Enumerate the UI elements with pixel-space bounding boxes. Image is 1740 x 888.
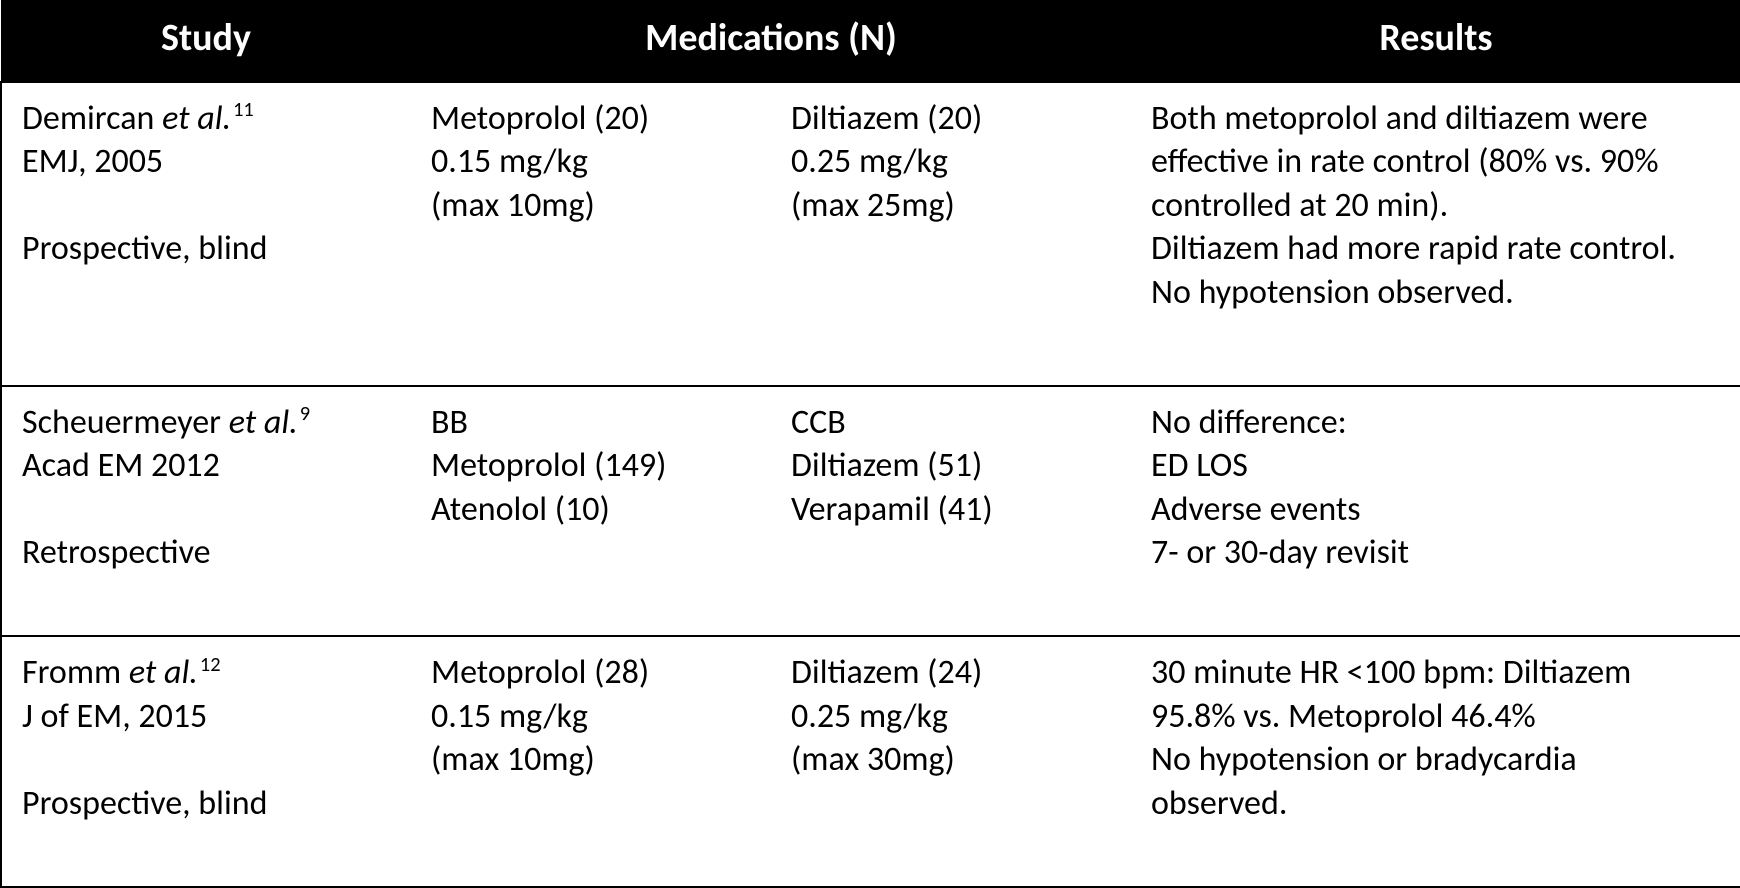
result-line: 30 minute HR <100 bpm: Diltiazem 95.8% v… [1151,651,1720,738]
cell-med-a: Metoprolol (20) 0.15 mg/kg (max 10mg) [411,82,771,386]
cell-med-a: BB Metoprolol (149) Atenolol (10) [411,386,771,637]
med-line: Atenolol (10) [431,488,751,532]
study-author: Fromm et al.12 [22,651,391,695]
med-line: 0.15 mg/kg [431,140,751,184]
author-etal: et al. [162,98,231,139]
studies-table: Study Medications (N) Results Demircan e… [0,0,1740,888]
study-journal: Acad EM 2012 [22,444,391,488]
page-root: Study Medications (N) Results Demircan e… [0,0,1740,888]
med-line: BB [431,401,751,445]
cell-results: 30 minute HR <100 bpm: Diltiazem 95.8% v… [1131,636,1740,887]
study-author: Scheuermeyer et al.9 [22,401,391,445]
med-line: Diltiazem (51) [791,444,1111,488]
med-line: Diltiazem (20) [791,97,1111,141]
med-line: (max 10mg) [431,184,751,228]
col-medications: Medications (N) [411,0,1131,82]
cell-med-a: Metoprolol (28) 0.15 mg/kg (max 10mg) [411,636,771,887]
med-line: CCB [791,401,1111,445]
study-design: Retrospective [22,531,391,575]
med-line: 0.25 mg/kg [791,695,1111,739]
spacer [22,184,391,228]
col-results: Results [1131,0,1740,82]
result-line: Adverse events [1151,488,1720,532]
spacer [22,738,391,782]
author-prefix: Scheuermeyer [22,402,229,443]
spacer [22,488,391,532]
author-etal: et al. [129,652,198,693]
result-line: No hypotension or bradycardia observed. [1151,738,1720,825]
med-line: Diltiazem (24) [791,651,1111,695]
med-line: Metoprolol (28) [431,651,751,695]
cell-study: Fromm et al.12 J of EM, 2015 Prospective… [1,636,411,887]
med-line: (max 30mg) [791,738,1111,782]
citation-ref: 9 [298,402,310,426]
med-line: Metoprolol (149) [431,444,751,488]
cell-study: Demircan et al.11 EMJ, 2005 Prospective,… [1,82,411,386]
cell-study: Scheuermeyer et al.9 Acad EM 2012 Retros… [1,386,411,637]
citation-ref: 11 [231,98,254,122]
author-prefix: Demircan [22,98,162,139]
result-line: Both metoprolol and diltiazem were effec… [1151,97,1720,228]
study-journal: J of EM, 2015 [22,695,391,739]
result-line: 7- or 30-day revisit [1151,531,1720,575]
med-line: Metoprolol (20) [431,97,751,141]
col-study: Study [1,0,411,82]
table-header: Study Medications (N) Results [1,0,1740,82]
table-row: Scheuermeyer et al.9 Acad EM 2012 Retros… [1,386,1740,637]
cell-med-b: CCB Diltiazem (51) Verapamil (41) [771,386,1131,637]
med-line: (max 25mg) [791,184,1111,228]
table-row: Demircan et al.11 EMJ, 2005 Prospective,… [1,82,1740,386]
study-design: Prospective, blind [22,782,391,826]
study-journal: EMJ, 2005 [22,140,391,184]
med-line: (max 10mg) [431,738,751,782]
result-line: No difference: [1151,401,1720,445]
citation-ref: 12 [198,653,221,677]
study-author: Demircan et al.11 [22,97,391,141]
cell-med-b: Diltiazem (20) 0.25 mg/kg (max 25mg) [771,82,1131,386]
med-line: 0.15 mg/kg [431,695,751,739]
result-line: ED LOS [1151,444,1720,488]
result-line: Diltiazem had more rapid rate control. [1151,227,1720,271]
cell-results: No difference: ED LOS Adverse events 7- … [1131,386,1740,637]
med-line: 0.25 mg/kg [791,140,1111,184]
result-line: No hypotension observed. [1151,271,1720,315]
cell-med-b: Diltiazem (24) 0.25 mg/kg (max 30mg) [771,636,1131,887]
author-prefix: Fromm [22,652,129,693]
cell-results: Both metoprolol and diltiazem were effec… [1131,82,1740,386]
table-body: Demircan et al.11 EMJ, 2005 Prospective,… [1,82,1740,887]
author-etal: et al. [229,402,298,443]
study-design: Prospective, blind [22,227,391,271]
med-line: Verapamil (41) [791,488,1111,532]
table-row: Fromm et al.12 J of EM, 2015 Prospective… [1,636,1740,887]
